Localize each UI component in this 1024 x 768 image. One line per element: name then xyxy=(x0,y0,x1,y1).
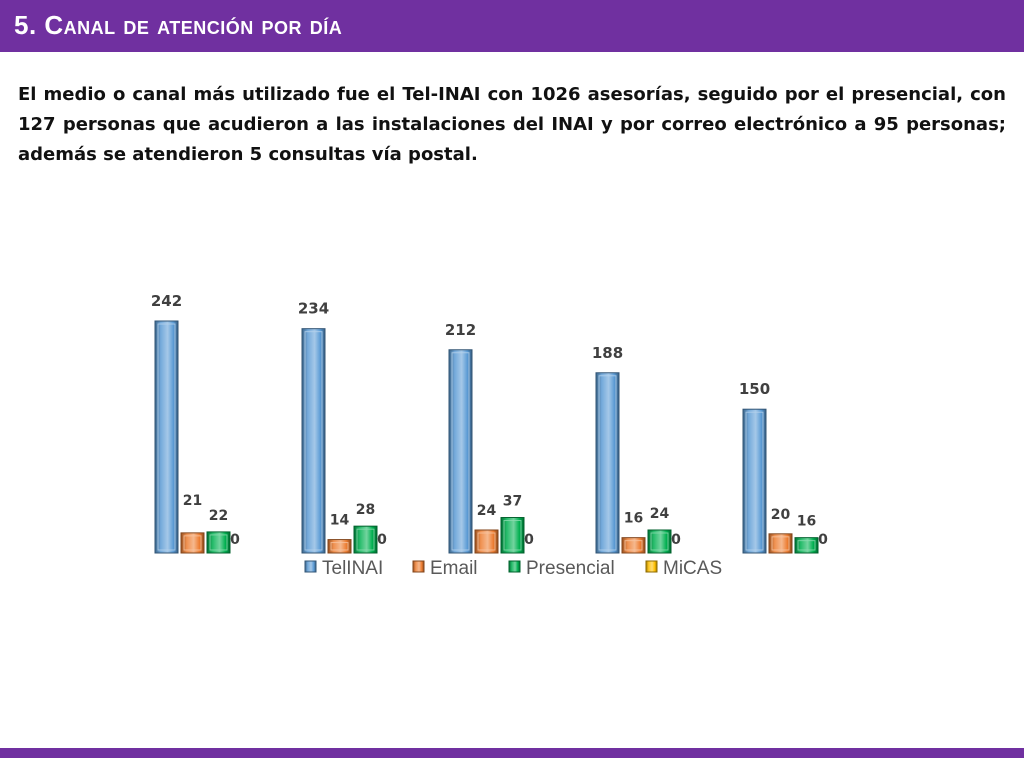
bar-email-2 xyxy=(327,539,352,554)
data-label-telinai-2: 234 xyxy=(298,300,329,318)
data-label-micas-5: 0 xyxy=(818,532,828,548)
data-label-presencial-5: 16 xyxy=(797,514,816,530)
data-label-email-1: 21 xyxy=(183,493,202,509)
legend-item-email: Email xyxy=(412,558,478,579)
legend-swatch-telinai xyxy=(304,560,317,573)
legend-item-presencial: Presencial xyxy=(508,558,615,579)
data-label-micas-1: 0 xyxy=(230,532,240,548)
legend-label-email: Email xyxy=(430,558,478,579)
data-label-email-4: 16 xyxy=(624,511,643,527)
data-label-micas-2: 0 xyxy=(377,532,387,548)
bar-presencial-5 xyxy=(794,537,819,554)
bar-telinai-4 xyxy=(595,372,620,554)
legend-label-telinai: TelINAI xyxy=(322,558,383,579)
bar-telinai-1 xyxy=(154,320,179,554)
bar-email-1 xyxy=(180,532,205,554)
data-label-micas-4: 0 xyxy=(671,532,681,548)
legend-label-micas: MiCAS xyxy=(663,558,722,579)
slide-title: 5. Canal de atención por día xyxy=(14,10,343,40)
data-label-presencial-3: 37 xyxy=(503,494,522,510)
bar-presencial-1 xyxy=(206,531,231,554)
bar-telinai-5 xyxy=(742,408,767,554)
data-label-micas-3: 0 xyxy=(524,532,534,548)
legend-swatch-micas xyxy=(645,560,658,573)
data-label-presencial-2: 28 xyxy=(356,502,375,518)
data-label-telinai-5: 150 xyxy=(739,380,770,398)
data-label-telinai-4: 188 xyxy=(592,344,623,362)
body-paragraph: El medio o canal más utilizado fue el Te… xyxy=(18,84,1006,165)
title-bar: 5. Canal de atención por día xyxy=(0,0,1024,52)
data-label-presencial-4: 24 xyxy=(650,506,670,522)
data-label-presencial-1: 22 xyxy=(209,508,228,524)
data-label-email-2: 14 xyxy=(330,513,350,529)
data-label-telinai-3: 212 xyxy=(445,321,476,339)
legend-swatch-email xyxy=(412,560,425,573)
bar-email-5 xyxy=(768,533,793,554)
data-label-email-3: 24 xyxy=(477,503,497,519)
bar-telinai-3 xyxy=(448,349,473,554)
legend-swatch-presencial xyxy=(508,560,521,573)
bar-presencial-4 xyxy=(647,529,672,554)
data-label-telinai-1: 242 xyxy=(151,292,182,310)
legend-item-micas: MiCAS xyxy=(645,558,722,579)
data-label-email-5: 20 xyxy=(771,507,791,523)
bar-email-4 xyxy=(621,537,646,554)
bar-email-3 xyxy=(474,529,499,554)
bar-telinai-2 xyxy=(301,328,326,554)
footer-bar xyxy=(0,748,1024,758)
legend-label-presencial: Presencial xyxy=(526,558,615,579)
bar-presencial-2 xyxy=(353,525,378,554)
bar-presencial-3 xyxy=(500,517,525,554)
legend-item-telinai: TelINAI xyxy=(304,558,383,579)
